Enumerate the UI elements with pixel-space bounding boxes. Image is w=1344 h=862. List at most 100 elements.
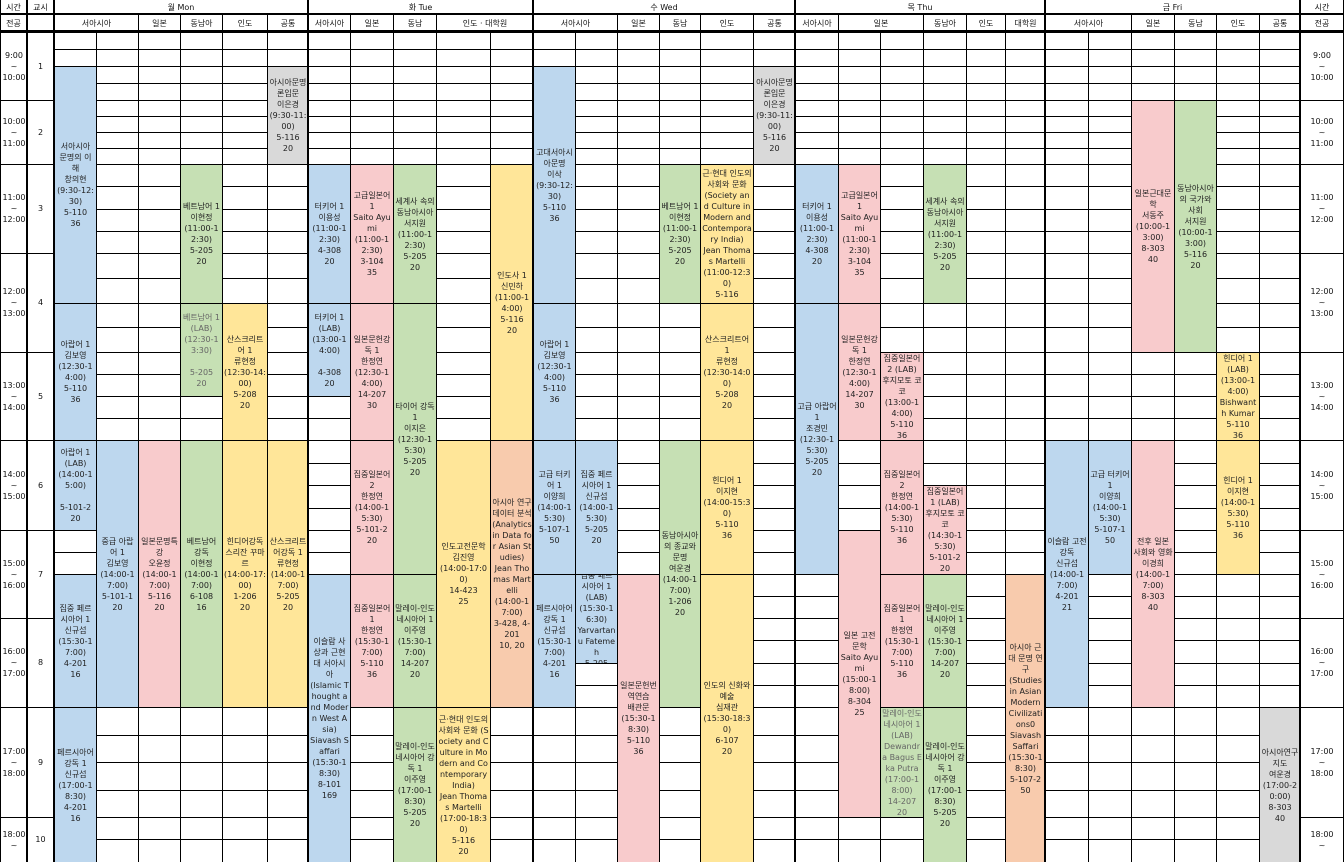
course-block[interactable]: 힌디어강독 스리잔 꾸마르 (14:00-17:00) 1-206 20 bbox=[223, 441, 267, 707]
course-block[interactable]: 근·현대 인도의 사회와 문화 (Society and Culture in … bbox=[437, 708, 490, 862]
course-block[interactable]: 베트남어 강독 이현정 (14:00-17:00) 6-108 16 bbox=[181, 441, 222, 707]
course-block[interactable]: 고급일본어 1 Saito Ayumi (11:00-12:30) 3-104 … bbox=[839, 165, 880, 303]
course-block[interactable]: 동남아시아의 국가와 사회 서지원 (10:00-13:00) 5-116 20 bbox=[1175, 101, 1216, 352]
hour-line bbox=[1300, 100, 1344, 101]
course-block[interactable]: 페르시아어강독 1 신규섭 (15:30-17:00) 4-201 16 bbox=[534, 575, 575, 707]
course-block[interactable]: 산스크리트어 1 류현정 (12:30-14:00) 5-208 20 bbox=[223, 304, 267, 440]
subject-header: 인도 · 대학원 bbox=[436, 14, 533, 32]
day-header: 수 Wed bbox=[650, 2, 678, 12]
course-block[interactable]: 일본 고전문학 Saito Ayumi (15:00-18:00) 8-304 … bbox=[839, 531, 880, 817]
course-block[interactable]: 동남아시아의 종교와 문명 여운경 (14:00-17:00) 1-206 20 bbox=[660, 441, 700, 707]
course-block[interactable]: 이슬람 고전 강독 신규섭 (14:00-17:00) 4-201 21 bbox=[1046, 441, 1088, 707]
course-block[interactable]: 이슬람 사상과 근현대 서아시아 (Islamic Thought and Mo… bbox=[309, 575, 350, 862]
course-block[interactable]: 터키어 1 이용성 (11:00-12:30) 4-308 20 bbox=[309, 165, 350, 303]
period-number: 3 bbox=[37, 204, 44, 213]
course-block[interactable]: 집중 페르시아어 1 신규섭 (14:00-15:30) 5-205 20 bbox=[576, 441, 617, 574]
course-block[interactable]: 페르시아어강독 1 신규섭 (17:00-18:30) 4-201 16 bbox=[55, 708, 96, 862]
course-block[interactable]: 인도의 신화와 예술 심재관 (15:30-18:30) 6-107 20 bbox=[701, 575, 753, 862]
course-block[interactable]: 집중일본어 2 한정연 (14:00-15:30) 5-110 36 bbox=[881, 441, 923, 574]
column-line bbox=[350, 14, 351, 862]
day-separator bbox=[1299, 0, 1301, 862]
course-block[interactable]: 집중 페르시아어 1 (LAB) (15:30-16:30) Yarvartan… bbox=[576, 575, 617, 663]
hour-line bbox=[1300, 440, 1344, 441]
grid-line bbox=[54, 396, 1300, 397]
course-block[interactable]: 아랍어 1 김보영 (12:30-14:00) 5-110 36 bbox=[534, 304, 575, 440]
course-block[interactable]: 힌디어 1 이지현 (14:00-15:30) 5-110 36 bbox=[701, 441, 753, 574]
header-divider bbox=[0, 13, 1344, 15]
course-block[interactable]: 아시아 근대 문명 연구 (Studies in Asian Modern Ci… bbox=[1006, 575, 1045, 862]
course-block[interactable]: 고급 터키어 1 이양희 (14:00-15:30) 5-107-1 50 bbox=[1089, 441, 1131, 574]
course-block[interactable]: 일본문헌강독 1 한정연 (12:30-14:00) 14-207 30 bbox=[839, 304, 880, 440]
subject-header: 공통 bbox=[1259, 14, 1300, 32]
column-line bbox=[222, 14, 223, 862]
subject-header: 공통 bbox=[267, 14, 308, 32]
course-block[interactable]: 아시아 연구 데이터 분석 (Analytics in Data for Asi… bbox=[491, 441, 533, 707]
course-block[interactable]: 집중 페르시아어 1 신규섭 (15:30-17:00) 4-201 16 bbox=[55, 575, 96, 707]
period-header: 교시 bbox=[33, 2, 48, 12]
column-line bbox=[617, 14, 618, 862]
course-block[interactable]: 세계사 속의 동남아시아 서지원 (11:00-12:30) 5-205 20 bbox=[924, 165, 966, 303]
course-block[interactable]: 세계사 속의 동남아시아 서지원 (11:00-12:30) 5-205 20 bbox=[394, 165, 436, 303]
time-label-right: 14:00 ~ 15:00 bbox=[1310, 469, 1334, 501]
course-block[interactable]: 인도사 1 신민하 (11:00-14:00) 5-116 20 bbox=[491, 165, 533, 440]
course-block[interactable]: 일본문헌강독 1 한정연 (12:30-14:00) 14-207 30 bbox=[351, 304, 393, 440]
day-header: 화 Tue bbox=[408, 2, 433, 12]
course-block[interactable]: 말레이-인도네시아어 강독 1 이주영 (17:00-18:30) 5-205 … bbox=[924, 708, 966, 862]
subject-header: 일본 bbox=[350, 14, 393, 32]
course-block[interactable]: 서아시아 문명의 이해 창의현 (9:30-12:30) 5-110 36 bbox=[55, 67, 96, 303]
course-block[interactable]: 일본문헌번역연습 배관문 (15:30-18:30) 5-110 36 bbox=[618, 575, 659, 862]
course-block[interactable]: 말레이-인도네시아어 1 이주영 (15:30-17:00) 14-207 20 bbox=[924, 575, 966, 707]
subject-header: 인도 bbox=[700, 14, 753, 32]
course-block[interactable]: 인도고전문학 김진영 (14:00-17:00) 14-423 25 bbox=[437, 441, 490, 707]
course-block[interactable]: 일본문명특강 오윤정 (14:00-17:00) 5-116 20 bbox=[139, 441, 180, 707]
course-block[interactable]: 집중일본어 1 (LAB) 후지모토 코코 (14:30-15:30) 5-10… bbox=[924, 486, 966, 574]
course-block[interactable]: 일본근대문학 서동주 (10:00-13:00) 8-303 40 bbox=[1132, 101, 1174, 352]
subject-header: 일본 bbox=[838, 14, 923, 32]
course-block[interactable]: 힌디어 1 이지현 (14:00-15:30) 5-110 36 bbox=[1217, 441, 1259, 574]
course-block[interactable]: 집중일본어 1 한정연 (15:30-17:00) 5-110 36 bbox=[881, 575, 923, 707]
course-block[interactable]: 베트남어 1 (LAB) (12:30-13:30) 5-205 20 bbox=[181, 304, 222, 396]
course-block[interactable]: 말레이-인도네시아어 1 (LAB) Dewandra Bagus Eka Pu… bbox=[881, 708, 923, 817]
subject-header: 인도 bbox=[1216, 14, 1259, 32]
course-block[interactable]: 고급 아랍어 1 조경민 (12:30-15:30) 5-205 20 bbox=[796, 304, 838, 574]
course-block[interactable]: 집중일본어 1 한정연 (15:30-17:00) 5-110 36 bbox=[351, 575, 393, 707]
course-block[interactable]: 베트남어 1 이현정 (11:00-12:30) 5-205 20 bbox=[181, 165, 222, 303]
course-block[interactable]: 베트남어 1 이현정 (11:00-12:30) 5-205 20 bbox=[660, 165, 700, 303]
course-block[interactable]: 고대서아시아문명 이삭 (9:30-12:30) 5-110 36 bbox=[534, 67, 575, 303]
course-block[interactable]: 아시아문명론입문 이은경 (9:30-11:00) 5-116 20 bbox=[268, 67, 308, 164]
course-block[interactable]: 근·현대 인도의 사회와 문화 (Society and Culture in … bbox=[701, 165, 753, 303]
course-block[interactable]: 아시아문명론입문 이은경 (9:30-11:00) 5-116 20 bbox=[754, 67, 795, 164]
course-block[interactable]: 중급 아랍어 1 김보영 (14:00-17:00) 5-101-1 20 bbox=[97, 441, 138, 707]
hour-line bbox=[1300, 817, 1344, 818]
course-block[interactable]: 아시아연구지도 여운경 (17:00-20:00) 8-303 40 bbox=[1260, 708, 1300, 862]
course-block[interactable]: 터키어 1 (LAB) (13:00-14:00) 4-308 20 bbox=[309, 304, 350, 396]
period-number: 4 bbox=[37, 298, 44, 307]
column-line bbox=[1259, 14, 1260, 862]
course-block[interactable]: 산스크리트어강독 1 류현정 (14:00-17:00) 5-205 20 bbox=[268, 441, 308, 707]
time-label-right: 17:00 ~ 18:00 bbox=[1310, 746, 1334, 778]
column-line bbox=[575, 14, 576, 862]
column-line bbox=[138, 14, 139, 862]
course-block[interactable]: 터키어 1 이용성 (11:00-12:30) 4-308 20 bbox=[796, 165, 838, 303]
course-block[interactable]: 집중일본어 2 한정연 (14:00-15:30) 5-101-2 20 bbox=[351, 441, 393, 574]
course-block[interactable]: 고급 터키어 1 이양희 (14:00-15:30) 5-107-1 50 bbox=[534, 441, 575, 574]
course-block[interactable]: 아랍어 1 (LAB) (14:00-15:00) 5-101-2 20 bbox=[55, 441, 96, 530]
time-label-right: 16:00 ~ 17:00 bbox=[1310, 647, 1334, 678]
subject-header: 인도 bbox=[966, 14, 1005, 32]
time-label: 17:00 ~ 18:00 bbox=[2, 746, 26, 778]
grid-line bbox=[54, 148, 1300, 149]
course-block[interactable]: 아랍어 1 김보영 (12:30-14:00) 5-110 36 bbox=[55, 304, 96, 440]
course-block[interactable]: 집중일본어 2 (LAB) 후지모토 코코 (13:00-14:00) 5-11… bbox=[881, 353, 923, 440]
course-block[interactable]: 힌디어 1 (LAB) (13:00-14:00) Bishwanth Kuma… bbox=[1217, 353, 1259, 440]
course-block[interactable]: 전후 일본 사회와 영화 이경희 (14:00-17:00) 8-303 40 bbox=[1132, 441, 1174, 707]
course-block[interactable]: 산스크리트어 1 류현정 (12:30-14:00) 5-208 20 bbox=[701, 304, 753, 440]
course-block[interactable]: 고급일본어 1 Saito Ayumi (11:00-12:30) 3-104 … bbox=[351, 165, 393, 303]
course-block[interactable]: 말레이-인도네시아어 1 이주영 (15:30-17:00) 14-207 20 bbox=[394, 575, 436, 707]
grid-line bbox=[54, 66, 1300, 67]
grid-line bbox=[54, 116, 1300, 117]
column-line bbox=[436, 14, 437, 862]
course-block[interactable]: 말레이-인도네시아어 강독 1 이주영 (17:00-18:30) 5-205 … bbox=[394, 708, 436, 862]
course-block[interactable]: 타이어 강독 1 이지은 (12:30-15:30) 5-205 20 bbox=[394, 304, 436, 574]
grid-line bbox=[54, 707, 1300, 708]
